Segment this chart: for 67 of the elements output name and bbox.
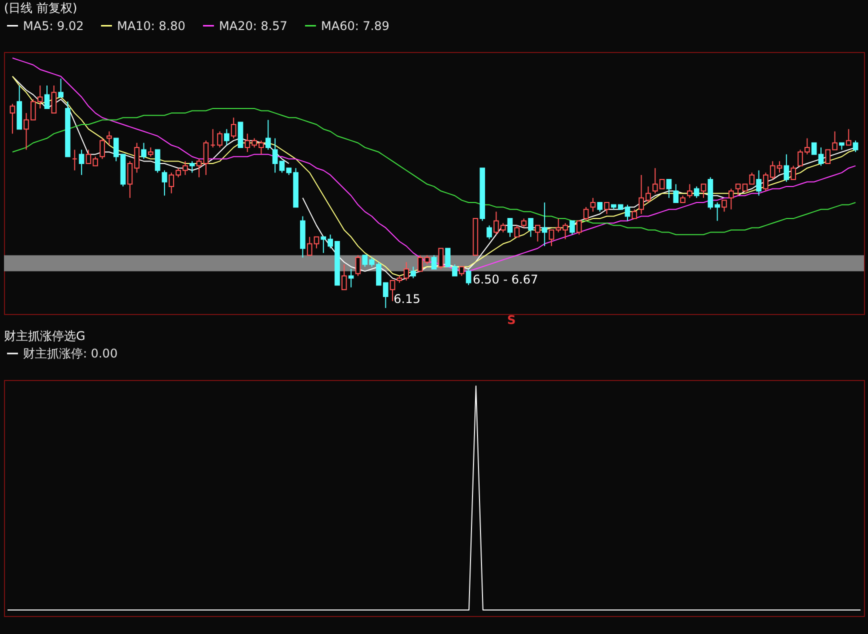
candlestick <box>203 140 209 176</box>
candlestick <box>458 266 464 276</box>
annotation: 6.15 <box>394 292 420 306</box>
candlestick <box>852 140 858 153</box>
candlestick <box>666 179 672 198</box>
text: S <box>507 313 516 327</box>
candlestick <box>106 130 112 146</box>
candlestick <box>10 103 16 134</box>
candlestick <box>51 85 57 114</box>
candlestick <box>632 208 638 220</box>
candlestick <box>811 142 817 155</box>
candlestick <box>58 78 64 98</box>
candlestick <box>542 202 548 247</box>
candlestick <box>756 170 762 196</box>
candlestick <box>78 149 84 176</box>
candlestick <box>673 184 679 203</box>
candlestick <box>728 188 734 210</box>
chart-title: (日线 前复权) <box>4 1 78 15</box>
candlestick <box>154 149 160 174</box>
candlestick <box>570 220 575 236</box>
candlestick <box>189 160 195 174</box>
candlestick <box>466 268 472 286</box>
chart-title: 财主抓涨停选G <box>4 329 86 343</box>
candlestick <box>410 266 416 279</box>
candlestick <box>521 218 527 228</box>
candlestick <box>224 128 230 146</box>
candlestick <box>528 218 534 238</box>
candlestick <box>486 224 492 240</box>
legend-label: MA10: 8.80 <box>117 18 186 33</box>
legend-label: MA5: 9.02 <box>23 18 84 33</box>
candlestick <box>348 268 354 288</box>
candlestick <box>700 184 706 198</box>
candlestick <box>687 184 692 198</box>
candlestick <box>846 128 852 146</box>
candlestick <box>784 154 790 182</box>
candlestick <box>341 264 347 290</box>
band-label: 6.50 - 6.67 <box>472 272 538 286</box>
candlestick <box>735 184 741 196</box>
candlestick <box>722 200 727 212</box>
candlestick <box>196 158 202 178</box>
candlestick <box>590 197 596 212</box>
candlestick <box>148 146 154 158</box>
candlestick <box>44 85 50 109</box>
candlestick <box>100 138 105 160</box>
candlestick <box>141 142 146 160</box>
candlestick <box>507 218 513 238</box>
candlestick <box>534 224 540 242</box>
candlestick <box>694 186 700 198</box>
candlestick <box>272 138 278 174</box>
candlestick <box>438 248 444 270</box>
candlestick <box>355 254 361 276</box>
legend-label: MA60: 7.89 <box>321 18 390 33</box>
candlestick <box>390 280 396 302</box>
candlestick <box>265 119 271 150</box>
candlestick <box>514 224 520 238</box>
legend-label: MA20: 8.57 <box>219 18 288 33</box>
candlestick <box>576 220 582 236</box>
candlestick <box>597 202 603 212</box>
candlestick <box>217 130 222 148</box>
candlestick <box>230 117 236 139</box>
candlestick <box>790 165 796 180</box>
candlestick <box>162 170 168 196</box>
candlestick <box>604 202 610 214</box>
legend-label: 财主抓涨停: 0.00 <box>23 346 118 360</box>
candlestick <box>818 146 824 166</box>
candlestick <box>431 254 437 270</box>
candlestick <box>583 206 589 222</box>
